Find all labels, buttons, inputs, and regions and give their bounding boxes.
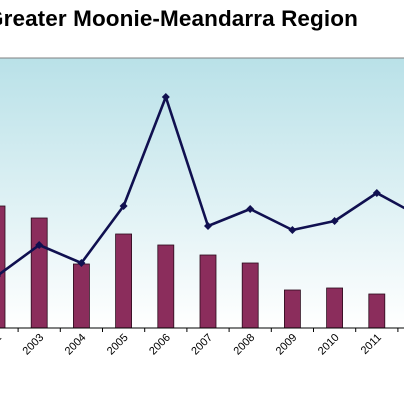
chart-title: Greater Moonie-Meandarra Region	[0, 6, 358, 31]
x-tick-label-2006: 2006	[147, 332, 173, 358]
x-tick-label-2003: 2003	[21, 332, 47, 358]
line-point-2011	[372, 189, 381, 197]
bar-2007	[199, 254, 217, 329]
bar-2003	[30, 217, 48, 329]
x-tick-label-2010: 2010	[316, 332, 342, 358]
bar-2009	[283, 289, 301, 329]
x-tick-label-2011: 2011	[359, 332, 384, 357]
line-point-2008	[246, 205, 255, 213]
x-tick-labels: 22003200420052006200720082009201020112	[0, 332, 384, 358]
line-series	[0, 93, 404, 277]
bar-2006	[157, 244, 175, 329]
line-point-2005	[119, 202, 128, 210]
x-tick-label-2004: 2004	[63, 332, 89, 358]
x-tick-label-2008: 2008	[232, 332, 258, 358]
bar-2008	[241, 262, 259, 329]
bar-2005	[115, 233, 132, 329]
x-tick-label-2005: 2005	[105, 332, 131, 358]
x-tick-label-2009: 2009	[274, 332, 300, 358]
line-point-2007	[204, 222, 212, 230]
x-tick-label-2007: 2007	[189, 332, 215, 358]
bar-2004	[73, 263, 90, 329]
line-point-2009	[288, 226, 297, 234]
bar-2010	[326, 287, 344, 329]
line-point-2010	[330, 217, 339, 225]
bar-2002	[0, 205, 6, 329]
x-tick-label-2002: 2	[0, 332, 4, 345]
bar-2011	[368, 293, 386, 329]
line-point-2002	[0, 275, 1, 277]
line-point-2006	[161, 93, 170, 101]
line-point-2004	[77, 259, 86, 267]
line-point-2003	[35, 241, 44, 249]
